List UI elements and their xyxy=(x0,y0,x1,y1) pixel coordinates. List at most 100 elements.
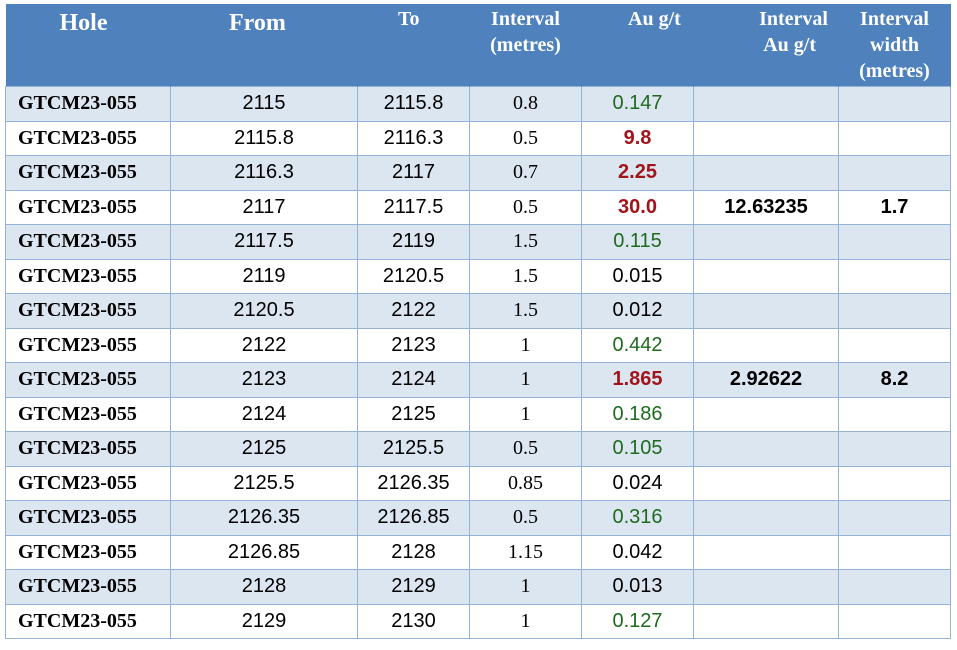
cell-to: 2122 xyxy=(357,293,470,329)
cell-au: 0.147 xyxy=(581,86,694,122)
cell-interval-width xyxy=(838,431,951,467)
table-body: GTCM23-055 2115 2115.8 0.8 0.147 GTCM23-055 21… xyxy=(5,86,951,639)
cell-au: 0.105 xyxy=(581,431,694,467)
cell-interval-width xyxy=(838,569,951,605)
cell-au: 0.042 xyxy=(581,534,694,570)
header-au-label: Au g/t xyxy=(628,8,681,30)
cell-interval-au xyxy=(693,431,839,467)
cell-hole: GTCM23-055 xyxy=(5,189,171,225)
cell-au: 0.015 xyxy=(581,258,694,294)
header-width-line1: Interval xyxy=(860,8,929,30)
cell-interval-au xyxy=(693,327,839,363)
cell-hole: GTCM23-055 xyxy=(5,362,171,398)
cell-interval-au: 2.92622 xyxy=(693,362,839,398)
cell-interval-au xyxy=(693,86,839,122)
cell-interval: 0.5 xyxy=(469,120,582,156)
table-row: GTCM23-055 2125 2125.5 0.5 0.105 xyxy=(5,431,951,467)
cell-from: 2122 xyxy=(170,327,358,363)
cell-interval: 0.5 xyxy=(469,431,582,467)
cell-interval: 1.5 xyxy=(469,258,582,294)
cell-au: 1.865 xyxy=(581,362,694,398)
cell-interval: 0.85 xyxy=(469,465,582,501)
cell-au: 0.127 xyxy=(581,603,694,639)
header-hole: Hole xyxy=(5,4,171,87)
cell-from: 2129 xyxy=(170,603,358,639)
assay-results-table: Hole From To Interval (metres) Au g/t Int… xyxy=(5,4,951,639)
cell-interval-au xyxy=(693,603,839,639)
cell-interval-au xyxy=(693,224,839,260)
table-row: GTCM23-055 2117 2117.5 0.5 30.0 12.63235 1.7 xyxy=(5,189,951,225)
cell-interval-width: 1.7 xyxy=(838,189,951,225)
table-row: GTCM23-055 2116.3 2117 0.7 2.25 xyxy=(5,155,951,191)
cell-hole: GTCM23-055 xyxy=(5,431,171,467)
header-width: Interval width (metres) xyxy=(838,4,951,87)
cell-interval-width xyxy=(838,293,951,329)
cell-au: 0.186 xyxy=(581,396,694,432)
cell-from: 2124 xyxy=(170,396,358,432)
cell-from: 2125 xyxy=(170,431,358,467)
cell-hole: GTCM23-055 xyxy=(5,293,171,329)
cell-interval-au xyxy=(693,500,839,536)
cell-interval-width xyxy=(838,120,951,156)
cell-interval-width xyxy=(838,396,951,432)
cell-au: 0.442 xyxy=(581,327,694,363)
header-hole-label: Hole xyxy=(59,10,108,36)
cell-interval-width xyxy=(838,224,951,260)
table-row: GTCM23-055 2122 2123 1 0.442 xyxy=(5,327,951,363)
cell-from: 2115.8 xyxy=(170,120,358,156)
table-row: GTCM23-055 2115.8 2116.3 0.5 9.8 xyxy=(5,120,951,156)
table-row: GTCM23-055 2128 2129 1 0.013 xyxy=(5,569,951,605)
cell-interval: 1 xyxy=(469,396,582,432)
table-row: GTCM23-055 2126.35 2126.85 0.5 0.316 xyxy=(5,500,951,536)
cell-hole: GTCM23-055 xyxy=(5,120,171,156)
cell-interval-au xyxy=(693,534,839,570)
cell-from: 2120.5 xyxy=(170,293,358,329)
header-to-label: To xyxy=(398,8,420,30)
cell-interval-au xyxy=(693,569,839,605)
cell-interval: 0.8 xyxy=(469,86,582,122)
cell-from: 2123 xyxy=(170,362,358,398)
cell-to: 2130 xyxy=(357,603,470,639)
cell-to: 2117 xyxy=(357,155,470,191)
cell-interval: 1 xyxy=(469,603,582,639)
cell-hole: GTCM23-055 xyxy=(5,396,171,432)
cell-au: 0.115 xyxy=(581,224,694,260)
cell-hole: GTCM23-055 xyxy=(5,603,171,639)
table-row: GTCM23-055 2115 2115.8 0.8 0.147 xyxy=(5,86,951,122)
cell-interval: 1.5 xyxy=(469,293,582,329)
cell-au: 9.8 xyxy=(581,120,694,156)
cell-from: 2125.5 xyxy=(170,465,358,501)
cell-interval: 1 xyxy=(469,569,582,605)
table-row: GTCM23-055 2125.5 2126.35 0.85 0.024 xyxy=(5,465,951,501)
cell-to: 2129 xyxy=(357,569,470,605)
cell-interval-au xyxy=(693,396,839,432)
table-row: GTCM23-055 2123 2124 1 1.865 2.92622 8.2 xyxy=(5,362,951,398)
table-row: GTCM23-055 2119 2120.5 1.5 0.015 xyxy=(5,258,951,294)
cell-to: 2115.8 xyxy=(357,86,470,122)
header-width-line2: width xyxy=(870,34,919,56)
cell-hole: GTCM23-055 xyxy=(5,327,171,363)
cell-from: 2115 xyxy=(170,86,358,122)
header-from-label: From xyxy=(229,10,286,36)
cell-to: 2117.5 xyxy=(357,189,470,225)
cell-interval: 1.5 xyxy=(469,224,582,260)
header-to: To xyxy=(357,4,470,87)
cell-au: 0.316 xyxy=(581,500,694,536)
cell-interval-au xyxy=(693,465,839,501)
table-row: GTCM23-055 2120.5 2122 1.5 0.012 xyxy=(5,293,951,329)
header-au: Au g/t xyxy=(581,4,694,87)
cell-to: 2128 xyxy=(357,534,470,570)
cell-to: 2125 xyxy=(357,396,470,432)
header-from: From xyxy=(170,4,358,87)
cell-interval-width xyxy=(838,465,951,501)
cell-hole: GTCM23-055 xyxy=(5,534,171,570)
cell-interval-width xyxy=(838,534,951,570)
cell-interval-au xyxy=(693,293,839,329)
cell-hole: GTCM23-055 xyxy=(5,86,171,122)
cell-interval-au xyxy=(693,120,839,156)
cell-to: 2126.85 xyxy=(357,500,470,536)
cell-interval-au xyxy=(693,155,839,191)
cell-interval: 0.5 xyxy=(469,500,582,536)
header-interval-au: Interval Au g/t xyxy=(693,4,839,87)
cell-au: 2.25 xyxy=(581,155,694,191)
